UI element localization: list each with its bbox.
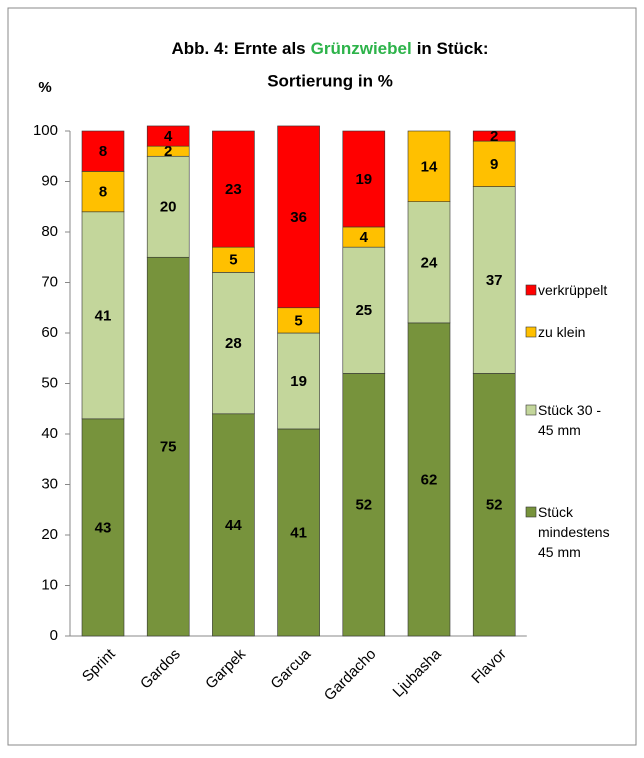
- y-tick-label: 100: [33, 122, 58, 139]
- bar-segment: [146, 155, 190, 258]
- y-tick-label: 40: [41, 425, 58, 442]
- bar-segment: [212, 413, 255, 637]
- title-part: Abb. 4: Ernte als: [171, 39, 305, 58]
- data-label: 4: [164, 128, 173, 145]
- bar-segment: [407, 130, 451, 202]
- legend-item: Stück 30 - 45 mm: [538, 402, 602, 438]
- bar-segment: [277, 307, 320, 334]
- bar-segment: [81, 171, 125, 213]
- legend-swatch: [525, 326, 537, 338]
- legend-swatch: [525, 506, 537, 518]
- y-tick-label: 0: [50, 627, 58, 644]
- legend-item: Stück mindestens 45 mm: [538, 504, 610, 560]
- data-label: 24: [421, 254, 438, 271]
- bar-segment: [146, 256, 190, 637]
- data-label: 28: [225, 335, 242, 352]
- data-label: 5: [229, 252, 237, 269]
- bar-segment: [407, 201, 451, 324]
- bar-segment: [81, 418, 125, 637]
- data-label: 43: [95, 519, 112, 536]
- data-label: 62: [421, 471, 438, 488]
- bar-segment: [472, 130, 516, 142]
- bar-segment: [342, 373, 386, 637]
- chart-title: Sortierung in %: [267, 71, 393, 90]
- y-tick-label: 20: [41, 526, 58, 543]
- data-label: 44: [225, 517, 242, 534]
- y-tick-label: 70: [41, 273, 58, 290]
- data-label: 5: [294, 312, 302, 329]
- legend-item: verkrüppelt: [538, 282, 608, 298]
- legend-label: Stück 30 - 45 mm: [538, 402, 602, 438]
- y-tick-label: 90: [41, 172, 58, 189]
- bar-segment: [212, 130, 255, 248]
- bar-segment: [277, 332, 320, 430]
- data-label: 52: [355, 497, 372, 514]
- data-label: 8: [99, 143, 107, 160]
- bar-segment: [342, 130, 386, 228]
- bar-segment: [212, 246, 255, 273]
- legend-item: zu klein: [538, 324, 586, 340]
- legend-swatch: [525, 284, 537, 296]
- legend-label: verkrüppelt: [538, 282, 608, 298]
- bar-segment: [146, 125, 190, 147]
- data-label: 4: [360, 229, 369, 246]
- y-tick-label: 80: [41, 223, 58, 240]
- data-label: 20: [160, 199, 177, 216]
- title-highlight: Grünzwiebel: [311, 39, 412, 58]
- data-label: 52: [486, 497, 503, 514]
- bar-segment: [277, 125, 320, 309]
- data-label: 14: [421, 158, 438, 175]
- y-axis-label: %: [38, 79, 51, 96]
- bar-segment: [407, 322, 451, 637]
- data-label: 25: [355, 302, 372, 319]
- data-label: 36: [290, 209, 307, 226]
- data-label: 19: [355, 171, 372, 188]
- legend-swatch: [525, 404, 537, 416]
- legend-label: zu klein: [538, 324, 586, 340]
- y-tick-label: 10: [41, 576, 58, 593]
- bar-segment: [277, 428, 320, 637]
- y-tick-label: 50: [41, 374, 58, 391]
- data-label: 75: [160, 439, 177, 456]
- bar-segment: [81, 211, 125, 420]
- y-tick-label: 30: [41, 475, 58, 492]
- data-label: 23: [225, 181, 242, 198]
- bar-segment: [81, 130, 125, 172]
- y-tick-label: 60: [41, 324, 58, 341]
- data-label: 19: [290, 373, 307, 390]
- data-label: 37: [486, 272, 503, 289]
- data-label: 2: [164, 143, 172, 160]
- data-label: 41: [290, 524, 307, 541]
- bar-segment: [472, 186, 516, 374]
- chart-title: Abb. 4: Ernte als Grünzwiebel in Stück:: [171, 39, 488, 58]
- legend-label: Stück mindestens 45 mm: [538, 504, 610, 560]
- data-label: 2: [490, 128, 498, 145]
- title-part: in Stück:: [417, 39, 489, 58]
- data-label: 41: [95, 307, 112, 324]
- data-label: 8: [99, 184, 107, 201]
- bar-segment: [212, 272, 255, 415]
- data-label: 9: [490, 156, 498, 173]
